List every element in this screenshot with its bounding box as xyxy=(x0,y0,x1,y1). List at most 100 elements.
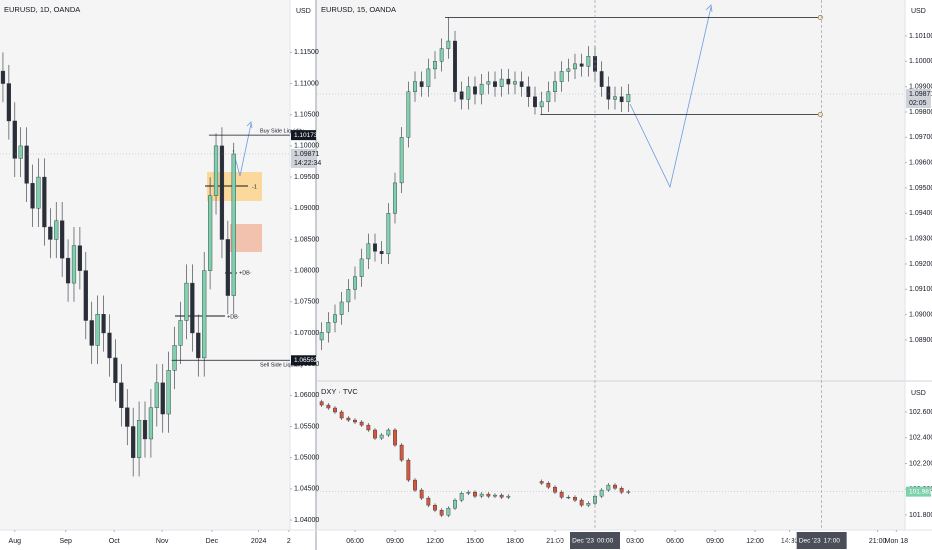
candle-body xyxy=(573,63,577,70)
candle-body xyxy=(107,332,112,359)
candle-body xyxy=(359,258,364,277)
candle-body xyxy=(353,419,357,423)
candle-body xyxy=(479,493,484,497)
candle-body xyxy=(499,494,504,498)
y-tick-label: 1.07500 xyxy=(294,299,319,306)
candle-body xyxy=(606,86,611,100)
candle-body xyxy=(399,444,404,461)
candle-body xyxy=(559,491,564,498)
y-tick-label: 1.11000 xyxy=(294,80,319,87)
candle-body xyxy=(473,491,477,497)
axis-unit: USD xyxy=(911,8,926,15)
candle-body xyxy=(446,40,451,49)
candle-body xyxy=(89,320,94,346)
candle-body xyxy=(148,407,154,440)
candle-body xyxy=(83,270,88,321)
time-marker-date: Sun 17 Dec '23 xyxy=(776,538,821,545)
y-tick-label: 1.11500 xyxy=(294,49,319,56)
candle-body xyxy=(459,492,464,501)
candle-body xyxy=(326,404,331,409)
x-tick-label: 2024 xyxy=(251,538,267,545)
countdown-label: 02:05 xyxy=(909,100,927,107)
note: Buy Side Liquidity xyxy=(260,128,304,134)
y-tick-label: 1.08900 xyxy=(909,337,932,344)
candle-body xyxy=(419,489,424,499)
candle-body xyxy=(533,96,537,108)
candle-body xyxy=(393,182,397,214)
note: +DB· xyxy=(227,314,240,320)
candle-body xyxy=(386,213,391,255)
candle-body xyxy=(513,81,517,85)
candle-body xyxy=(459,91,464,100)
candle-body xyxy=(499,78,504,87)
candle-body xyxy=(353,276,357,290)
candle-body xyxy=(559,71,564,82)
candle-body xyxy=(42,176,47,228)
candle-body xyxy=(71,245,77,284)
candle-body xyxy=(136,420,142,458)
y-tick-label: 1.09700 xyxy=(909,134,932,141)
note: Sell Side Liquidity xyxy=(260,362,304,368)
candle-body xyxy=(566,496,571,499)
candle-body xyxy=(131,426,136,458)
time-marker-box xyxy=(796,532,847,549)
candle-body xyxy=(113,357,118,384)
x-tick-label: 06:00 xyxy=(666,538,684,545)
candle-body xyxy=(12,120,17,159)
candle-body xyxy=(77,245,82,271)
candle-body xyxy=(439,48,444,62)
candle-body xyxy=(566,68,571,72)
candle-body xyxy=(539,481,544,484)
projection-arrow xyxy=(629,6,712,189)
arrow-head xyxy=(705,4,713,13)
candle-body xyxy=(493,494,497,497)
x-tick-label: 09:00 xyxy=(386,538,404,545)
candle-body xyxy=(379,434,384,439)
x-tick-label: 21:00 xyxy=(546,538,564,545)
x-tick-label: 03:00 xyxy=(626,538,644,545)
pane-title: EURUSD, 1D, OANDA xyxy=(4,5,80,14)
candle-body xyxy=(453,40,457,92)
y-tick-label: 1.10100 xyxy=(909,33,932,40)
candle-body xyxy=(366,424,371,431)
candle-body xyxy=(6,83,11,122)
candle-body xyxy=(426,68,431,87)
x-tick-label: 06:00 xyxy=(346,538,364,545)
x-tick-label: 12:00 xyxy=(426,538,444,545)
candle-body xyxy=(95,314,100,346)
x-tick-label: 18:00 xyxy=(506,538,524,545)
arrow-head xyxy=(246,121,253,129)
y-tick-label: 1.09400 xyxy=(909,210,932,217)
last-price-box xyxy=(291,148,316,168)
y-tick-label: 1.04500 xyxy=(294,486,319,493)
x-tick-label: Aug xyxy=(9,538,22,545)
time-marker-time: 00:00 xyxy=(597,538,614,545)
candle-body xyxy=(473,86,477,95)
x-tick-label: Sep xyxy=(59,538,72,545)
candle-body xyxy=(0,70,6,84)
y-tick-label: 1.09500 xyxy=(909,185,932,192)
candle-body xyxy=(319,401,324,406)
x-tick-label: 14:30 xyxy=(781,538,799,545)
y-tick-label: 1.09600 xyxy=(909,159,932,166)
y-tick-label: 1.10000 xyxy=(909,58,932,65)
y-tick-label: 1.09100 xyxy=(909,286,932,293)
candle-body xyxy=(373,243,377,252)
candle-body xyxy=(119,382,124,408)
candle-body xyxy=(319,332,324,341)
candle-body xyxy=(433,504,437,511)
candle-body xyxy=(426,497,431,506)
candle-body xyxy=(213,145,219,196)
note: +DB· xyxy=(239,270,252,276)
candle-body xyxy=(586,56,591,67)
candle-body xyxy=(553,81,557,92)
candle-body xyxy=(366,243,371,260)
candle-body xyxy=(154,382,159,408)
y-tick-label: 102.400 xyxy=(909,435,932,442)
note: -1 xyxy=(252,184,257,190)
candle-body xyxy=(626,491,631,493)
candle-body xyxy=(413,479,417,491)
last-price-box xyxy=(906,486,931,497)
candle-body xyxy=(54,220,59,240)
candle-body xyxy=(553,486,557,493)
